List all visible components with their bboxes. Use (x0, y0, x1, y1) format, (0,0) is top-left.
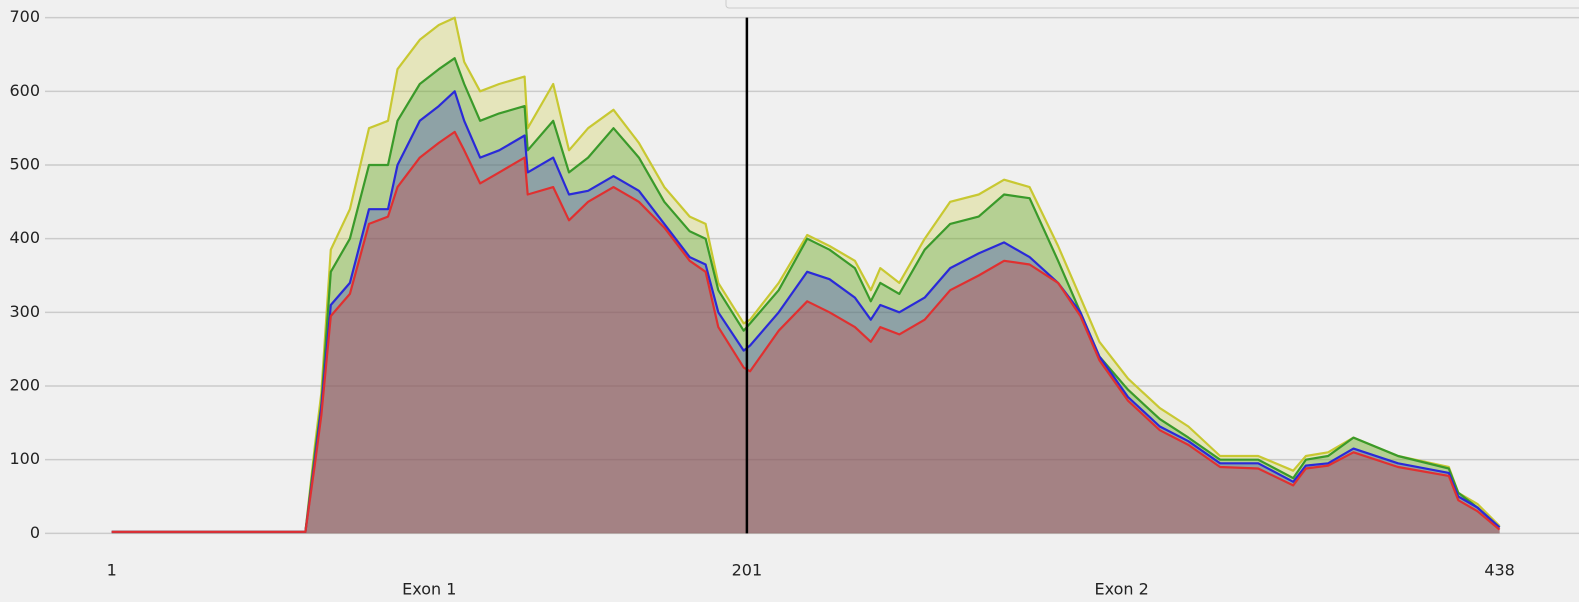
y-tick-label: 300 (9, 302, 40, 321)
series-line (111, 16, 1501, 533)
x-tick-label: 438 (1484, 561, 1515, 580)
y-tick-label: 600 (9, 81, 40, 100)
series-line (111, 57, 1501, 533)
y-tick-label: 100 (9, 449, 40, 468)
series-line (111, 130, 1501, 533)
annotation: Exon 1 (402, 580, 456, 599)
annotation: Exon 2 (1095, 580, 1149, 599)
series-area (111, 58, 1500, 534)
y-tick-label: 400 (9, 228, 40, 247)
series-area (111, 131, 1500, 534)
legend-box (725, 0, 1579, 9)
series-line (111, 90, 1501, 533)
y-tick-label: 500 (9, 155, 40, 174)
y-tick-label: 0 (30, 523, 40, 542)
y-tick-label: 700 (9, 7, 40, 26)
x-tick-label: 201 (732, 561, 763, 580)
y-tick-label: 200 (9, 375, 40, 394)
x-tick-label: 1 (107, 561, 117, 580)
